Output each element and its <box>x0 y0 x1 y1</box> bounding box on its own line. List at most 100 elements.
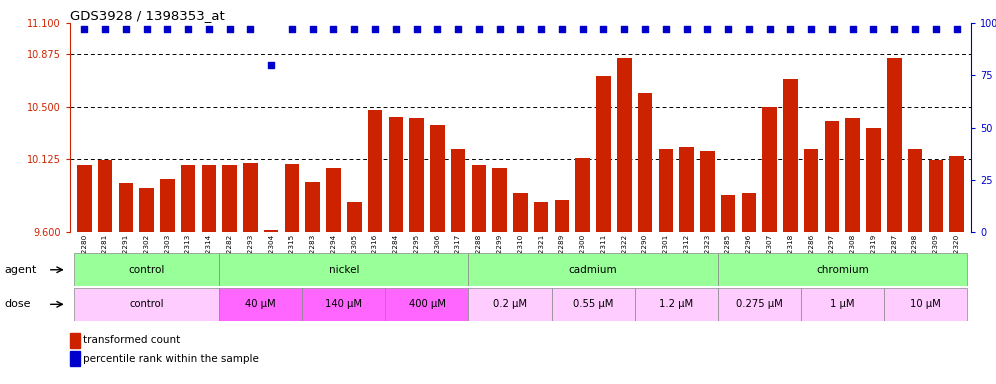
Point <box>596 26 612 32</box>
Point <box>699 26 715 32</box>
Bar <box>928 160 943 232</box>
Bar <box>451 149 465 232</box>
Bar <box>637 93 652 232</box>
Bar <box>804 149 819 232</box>
Bar <box>201 166 216 232</box>
Text: 0.275 μM: 0.275 μM <box>736 299 783 310</box>
Bar <box>742 193 756 232</box>
Bar <box>119 184 133 232</box>
Point <box>138 26 154 32</box>
Text: 1.2 μM: 1.2 μM <box>659 299 693 310</box>
Bar <box>634 288 718 321</box>
Bar <box>801 288 883 321</box>
Text: 400 μM: 400 μM <box>408 299 445 310</box>
Bar <box>219 288 303 321</box>
Bar <box>883 288 967 321</box>
Point <box>159 26 175 32</box>
Bar <box>471 166 486 232</box>
Text: chromium: chromium <box>816 265 869 275</box>
Text: 10 μM: 10 μM <box>910 299 941 310</box>
Point <box>928 26 944 32</box>
Text: agent: agent <box>4 265 37 275</box>
Point <box>845 26 861 32</box>
Bar <box>552 288 634 321</box>
Point <box>513 26 529 32</box>
Point <box>533 26 549 32</box>
Point <box>201 26 217 32</box>
Point <box>720 26 736 32</box>
Text: 40 μM: 40 μM <box>245 299 276 310</box>
Bar <box>597 76 611 232</box>
Bar <box>306 182 320 232</box>
Point <box>762 26 778 32</box>
Bar <box>658 149 673 232</box>
Bar <box>783 79 798 232</box>
Point <box>305 26 321 32</box>
Text: transformed count: transformed count <box>83 335 180 345</box>
Bar <box>492 168 507 232</box>
Bar <box>513 193 528 232</box>
Bar <box>430 125 444 232</box>
Bar <box>867 127 880 232</box>
Bar <box>219 253 468 286</box>
Bar <box>285 164 299 232</box>
Point <box>554 26 570 32</box>
Point <box>118 26 133 32</box>
Point <box>783 26 799 32</box>
Bar <box>887 58 901 232</box>
Bar <box>617 58 631 232</box>
Bar <box>576 158 590 232</box>
Bar <box>385 288 468 321</box>
Bar <box>139 188 153 232</box>
Bar <box>74 253 219 286</box>
Point <box>471 26 487 32</box>
Text: nickel: nickel <box>329 265 360 275</box>
Point <box>222 26 238 32</box>
Point <box>492 26 508 32</box>
Text: 0.2 μM: 0.2 μM <box>493 299 527 310</box>
Text: GDS3928 / 1398353_at: GDS3928 / 1398353_at <box>70 9 224 22</box>
Bar <box>347 202 362 232</box>
Point <box>347 26 363 32</box>
Point <box>657 26 673 32</box>
Bar <box>368 109 382 232</box>
Bar <box>303 288 385 321</box>
Bar <box>907 149 922 232</box>
Point <box>77 26 93 32</box>
Point <box>408 26 424 32</box>
Bar <box>825 121 840 232</box>
Point <box>284 26 300 32</box>
Point <box>741 26 757 32</box>
Bar <box>74 288 219 321</box>
Point <box>678 26 694 32</box>
Point <box>617 26 632 32</box>
Point <box>387 26 403 32</box>
Text: 0.55 μM: 0.55 μM <box>573 299 614 310</box>
Point <box>824 26 840 32</box>
Bar <box>555 200 570 232</box>
Bar <box>243 162 258 232</box>
Text: 1 μM: 1 μM <box>830 299 855 310</box>
Text: percentile rank within the sample: percentile rank within the sample <box>83 354 259 364</box>
Bar <box>700 151 714 232</box>
Point <box>263 62 279 68</box>
Text: control: control <box>128 265 164 275</box>
Bar <box>534 202 549 232</box>
Point <box>242 26 258 32</box>
Bar <box>160 179 174 232</box>
Point <box>429 26 445 32</box>
Bar <box>468 288 552 321</box>
Point <box>866 26 881 32</box>
Bar <box>77 166 92 232</box>
Bar <box>718 253 967 286</box>
Point <box>180 26 196 32</box>
Bar <box>264 230 279 232</box>
Point <box>803 26 819 32</box>
Bar <box>98 160 113 232</box>
Bar <box>222 166 237 232</box>
Point <box>948 26 964 32</box>
Point <box>97 26 113 32</box>
Point <box>886 26 902 32</box>
Bar <box>468 253 718 286</box>
Point <box>575 26 591 32</box>
